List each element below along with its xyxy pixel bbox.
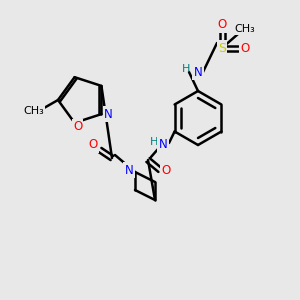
Text: O: O: [218, 19, 226, 32]
Text: H: H: [182, 64, 190, 74]
Text: CH₃: CH₃: [235, 24, 255, 34]
Text: N: N: [124, 164, 134, 176]
Text: N: N: [159, 139, 167, 152]
Text: O: O: [161, 164, 171, 178]
Text: O: O: [240, 41, 250, 55]
Text: N: N: [194, 65, 202, 79]
Text: O: O: [73, 120, 82, 133]
Text: S: S: [218, 41, 226, 55]
Text: H: H: [150, 137, 158, 147]
Text: CH₃: CH₃: [24, 106, 44, 116]
Text: N: N: [104, 108, 113, 121]
Text: O: O: [88, 139, 98, 152]
